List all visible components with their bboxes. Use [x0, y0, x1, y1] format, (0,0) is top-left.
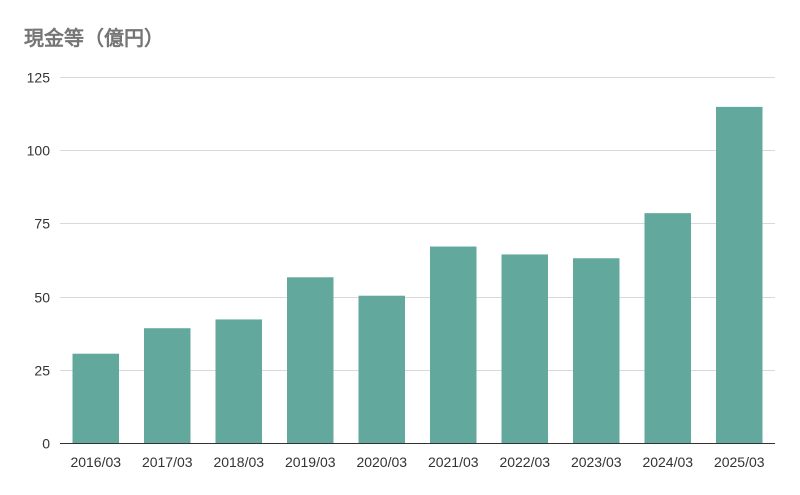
bar	[430, 246, 477, 443]
bar	[501, 254, 548, 443]
bar	[644, 213, 691, 443]
bar	[144, 328, 191, 443]
y-tick-label: 25	[34, 363, 50, 379]
bar	[358, 295, 405, 443]
bar	[716, 106, 763, 444]
y-tick-label: 125	[27, 70, 51, 86]
x-tick-label: 2019/03	[285, 454, 336, 470]
x-tick-label: 2017/03	[142, 454, 193, 470]
x-tick-label: 2023/03	[571, 454, 622, 470]
x-tick-labels: 2016/03 2017/03 2018/03 2019/03 2020/03 2021/…	[70, 454, 764, 470]
x-tick-label: 2021/03	[428, 454, 479, 470]
bar	[573, 258, 620, 443]
x-tick-label: 2025/03	[714, 454, 765, 470]
y-tick-labels: 0 25 50 75 100 125	[27, 70, 51, 452]
x-tick-label: 2022/03	[499, 454, 550, 470]
bar	[215, 319, 262, 443]
x-tick-label: 2016/03	[70, 454, 121, 470]
bar-layer	[72, 106, 763, 444]
y-tick-label: 50	[34, 290, 50, 306]
bar	[287, 277, 334, 443]
y-tick-label: 0	[42, 436, 50, 452]
x-tick-label: 2024/03	[642, 454, 693, 470]
y-tick-label: 75	[34, 216, 50, 232]
chart-title: 現金等（億円）	[24, 26, 164, 50]
x-tick-label: 2020/03	[356, 454, 407, 470]
y-tick-label: 100	[27, 143, 51, 159]
x-tick-label: 2018/03	[213, 454, 264, 470]
bar	[72, 353, 119, 443]
